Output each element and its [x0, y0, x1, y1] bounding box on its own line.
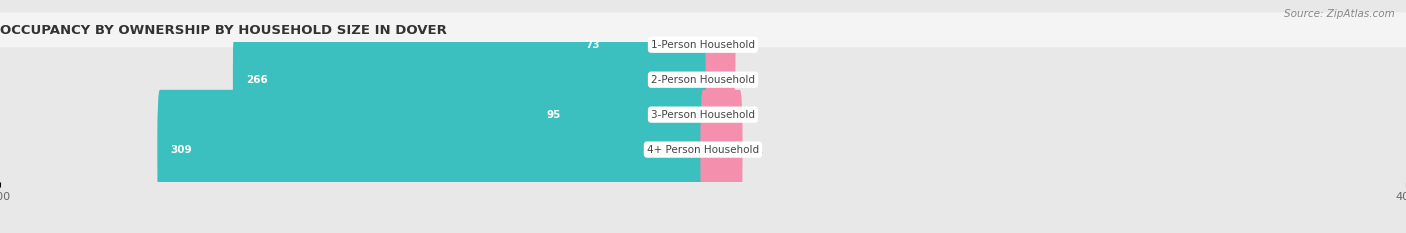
Text: 3-Person Household: 3-Person Household — [651, 110, 755, 120]
Text: 73: 73 — [585, 40, 600, 50]
FancyBboxPatch shape — [572, 0, 706, 104]
Text: 2-Person Household: 2-Person Household — [651, 75, 755, 85]
FancyBboxPatch shape — [0, 47, 1406, 233]
FancyBboxPatch shape — [700, 0, 735, 104]
FancyBboxPatch shape — [0, 0, 1406, 182]
FancyBboxPatch shape — [233, 20, 706, 139]
Text: 309: 309 — [170, 145, 193, 154]
Text: 0: 0 — [713, 110, 720, 120]
Text: 17: 17 — [744, 40, 756, 50]
Text: 266: 266 — [246, 75, 267, 85]
Text: 21: 21 — [751, 145, 763, 154]
FancyBboxPatch shape — [157, 90, 706, 209]
FancyBboxPatch shape — [700, 90, 742, 209]
FancyBboxPatch shape — [0, 12, 1406, 217]
FancyBboxPatch shape — [533, 55, 706, 174]
Text: 95: 95 — [547, 110, 561, 120]
Text: Source: ZipAtlas.com: Source: ZipAtlas.com — [1284, 9, 1395, 19]
Text: 0: 0 — [713, 75, 720, 85]
FancyBboxPatch shape — [0, 0, 1406, 147]
Text: 4+ Person Household: 4+ Person Household — [647, 145, 759, 154]
Text: 1-Person Household: 1-Person Household — [651, 40, 755, 50]
Text: OCCUPANCY BY OWNERSHIP BY HOUSEHOLD SIZE IN DOVER: OCCUPANCY BY OWNERSHIP BY HOUSEHOLD SIZE… — [0, 24, 447, 37]
